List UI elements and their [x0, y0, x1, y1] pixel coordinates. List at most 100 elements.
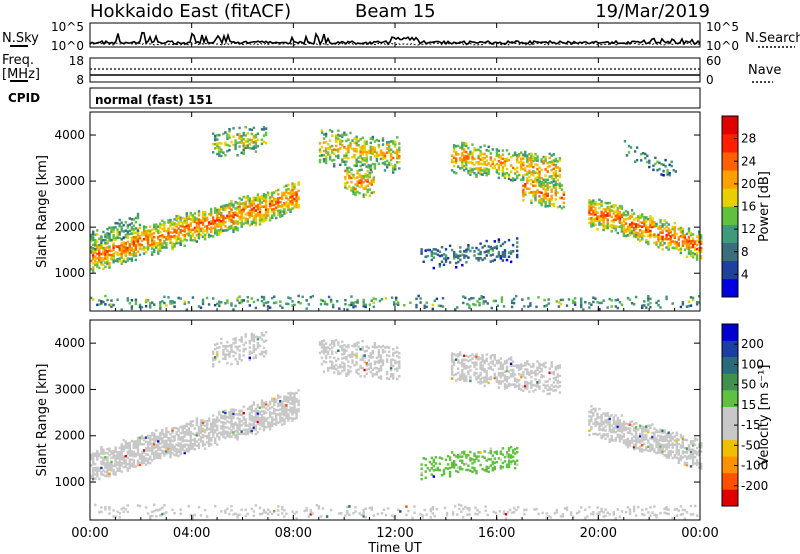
range-cell: [371, 351, 374, 355]
range-cell: [173, 449, 176, 453]
range-cell: [120, 447, 123, 450]
range-cell: [149, 443, 152, 446]
range-cell: [681, 234, 685, 237]
range-cell: [507, 459, 511, 463]
range-cell: [645, 230, 648, 234]
range-cell: [645, 306, 648, 309]
range-cell: [238, 217, 241, 221]
range-cell: [527, 297, 530, 300]
range-cell: [377, 162, 381, 165]
range-cell: [262, 197, 266, 200]
range-cell: [212, 222, 215, 226]
range-cell: [497, 240, 501, 243]
range-cell: [700, 234, 703, 237]
range-cell: [120, 462, 123, 465]
range-cell: [499, 467, 503, 470]
range-cell: [155, 435, 158, 438]
range-cell: [369, 164, 372, 167]
range-cell: [665, 237, 668, 241]
range-cell: [128, 243, 131, 246]
range-cell: [187, 215, 190, 218]
range-cell: [128, 447, 131, 451]
range-cell: [554, 166, 557, 169]
range-cell: [550, 196, 553, 200]
range-cell: [256, 298, 260, 302]
range-cell: [606, 201, 609, 205]
range-cell: [295, 400, 298, 403]
range-cell: [256, 214, 260, 217]
range-cell: [476, 300, 479, 303]
range-cell: [360, 181, 363, 184]
range-cell: [252, 348, 256, 351]
range-cell: [134, 216, 138, 220]
range-cell: [331, 346, 334, 349]
range-cell: [469, 459, 472, 462]
range-cell: [542, 178, 545, 182]
range-cell: [602, 420, 605, 424]
range-cell: [297, 204, 300, 207]
range-cell: [489, 451, 492, 455]
range-cell: [600, 301, 603, 305]
range-cell: [463, 362, 466, 366]
range-cell: [210, 428, 213, 432]
range-cell: [134, 258, 138, 262]
range-cell: [643, 304, 646, 307]
range-cell: [197, 226, 201, 229]
range-cell: [106, 475, 109, 478]
range-cell: [624, 234, 628, 238]
range-cell: [108, 449, 111, 453]
range-cell: [526, 156, 529, 159]
range-cell: [538, 201, 541, 204]
range-cell: [185, 226, 188, 230]
range-cell: [328, 153, 332, 157]
range-cell: [120, 262, 123, 265]
range-cell: [373, 360, 377, 364]
range-cell: [509, 373, 513, 376]
range-cell: [240, 210, 243, 214]
range-cell: [612, 439, 615, 442]
range-cell: [167, 437, 170, 440]
range-cell: [120, 256, 123, 259]
range-cell: [530, 386, 533, 389]
range-cell: [122, 445, 125, 448]
range-cell: [273, 408, 276, 411]
range-cell: [620, 215, 624, 219]
nave-tick-top: 60: [706, 54, 721, 68]
range-cell: [450, 154, 454, 157]
range-cell: [191, 443, 195, 446]
range-cell: [352, 186, 355, 189]
range-cell: [157, 446, 160, 449]
range-cell: [649, 305, 652, 309]
range-cell: [226, 204, 229, 207]
range-cell: [262, 199, 266, 202]
range-cell: [240, 139, 243, 142]
range-cell: [124, 246, 127, 249]
range-cell: [98, 243, 101, 247]
range-cell: [532, 170, 535, 173]
range-cell: [409, 301, 412, 304]
range-cell: [124, 252, 127, 255]
range-cell: [92, 243, 95, 246]
range-cell: [193, 218, 197, 221]
range-cell: [614, 305, 617, 308]
range-cell: [538, 180, 541, 184]
range-cell: [368, 173, 371, 177]
range-cell: [618, 211, 622, 214]
range-cell: [373, 167, 377, 170]
range-cell: [224, 436, 227, 439]
range-cell: [240, 338, 243, 341]
range-cell: [438, 456, 442, 459]
range-cell: [596, 414, 599, 418]
range-cell: [112, 256, 115, 260]
range-cell: [337, 156, 340, 159]
range-cell: [604, 208, 607, 211]
range-cell: [465, 379, 468, 382]
range-cell: [375, 153, 379, 156]
range-cell: [459, 361, 462, 365]
range-cell: [499, 365, 503, 369]
range-cell: [467, 372, 470, 375]
range-cell: [185, 212, 188, 215]
range-cell: [493, 467, 496, 471]
range-cell: [467, 256, 470, 259]
range-cell: [92, 232, 95, 236]
